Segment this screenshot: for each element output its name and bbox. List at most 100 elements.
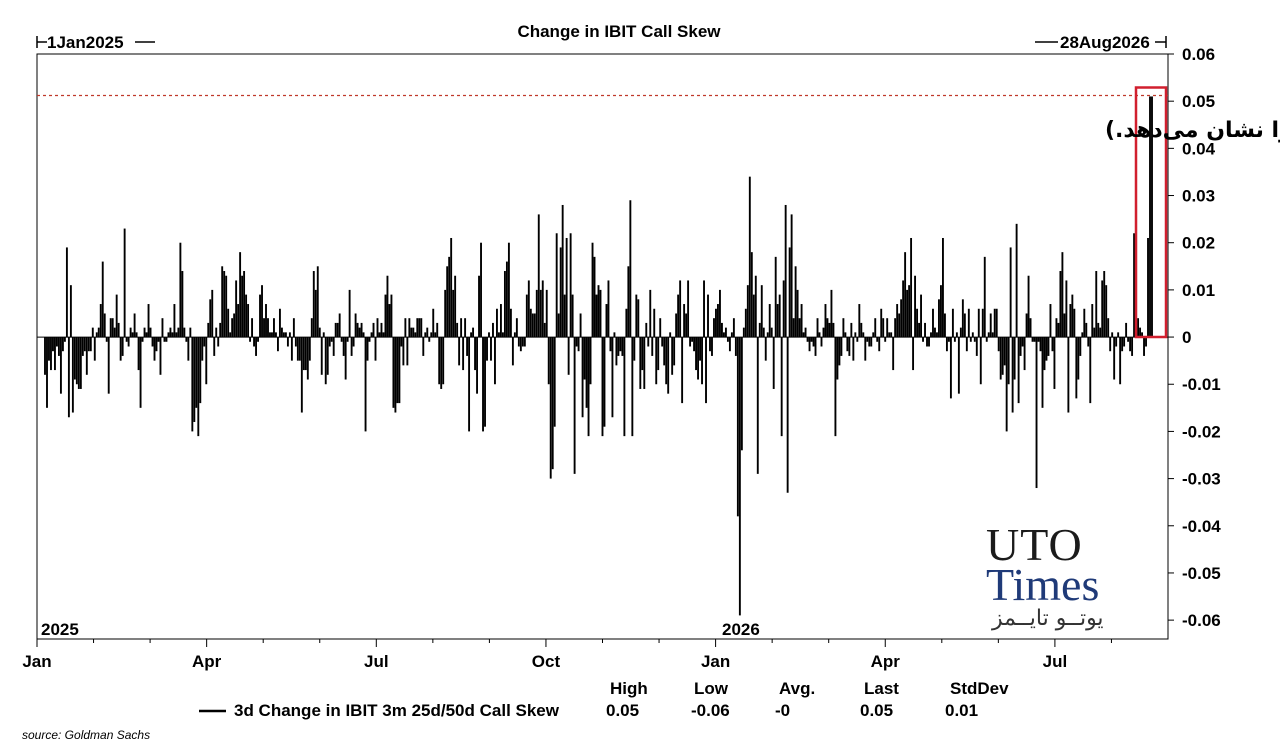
bar [1103, 271, 1106, 338]
bar [1051, 337, 1054, 352]
bar [456, 322, 459, 338]
bar [263, 318, 265, 338]
bar [932, 308, 934, 338]
bar [607, 280, 610, 338]
bar [358, 327, 361, 338]
bar [348, 289, 351, 338]
bar [151, 337, 154, 347]
bar [669, 332, 672, 338]
bar [360, 322, 363, 338]
bar [1059, 271, 1062, 338]
bar [928, 337, 930, 347]
bar [48, 337, 50, 361]
bar [802, 332, 805, 338]
bar [125, 337, 128, 342]
x-tick-label: Oct [532, 652, 561, 671]
bar [798, 318, 801, 338]
bar [133, 313, 136, 338]
bar [292, 318, 295, 338]
bar [462, 337, 465, 371]
bar [1035, 337, 1038, 489]
bar [1061, 252, 1064, 338]
bar [119, 337, 122, 361]
bar [762, 327, 765, 338]
bar [934, 327, 936, 338]
bar [645, 322, 648, 338]
bar [770, 327, 773, 338]
bar [557, 313, 560, 338]
bar [1107, 318, 1110, 338]
bar [257, 337, 259, 342]
bar [868, 337, 871, 347]
y-tick-label: -0.03 [1182, 470, 1221, 489]
bar [1021, 337, 1024, 347]
bar [290, 337, 293, 361]
bar [320, 337, 323, 375]
bar [499, 304, 502, 338]
bar [1127, 337, 1130, 342]
bar [603, 337, 606, 427]
bar [836, 337, 839, 380]
range-indicator-end: 28Aug2026 [1035, 33, 1167, 52]
bar [695, 337, 697, 371]
bar [65, 247, 68, 338]
bar [193, 337, 196, 422]
bar [364, 337, 367, 432]
bar [342, 337, 345, 356]
bar [657, 337, 660, 371]
stats-value-last: 0.05 [860, 701, 894, 720]
range-start-label: 1Jan2025 [47, 33, 124, 52]
bar [1045, 337, 1048, 361]
bar [673, 337, 676, 366]
bar [63, 337, 66, 342]
bar [426, 327, 429, 338]
bar [726, 337, 729, 342]
bar [468, 337, 471, 432]
bar [81, 337, 84, 356]
bar [764, 337, 767, 361]
bar [221, 266, 224, 338]
bar [699, 337, 701, 361]
bar [69, 285, 72, 338]
bar [306, 337, 309, 380]
bar [910, 237, 913, 338]
bar [703, 280, 705, 338]
bar [549, 337, 552, 479]
bar [677, 294, 680, 338]
bar [595, 294, 598, 338]
bar [225, 275, 228, 338]
bar [850, 322, 853, 338]
bar [1137, 318, 1140, 338]
bar [99, 304, 102, 338]
bar [844, 332, 847, 338]
bar [1151, 96, 1153, 338]
x-tick-label: Jan [701, 652, 730, 671]
bar [734, 337, 737, 356]
bar [1093, 327, 1096, 338]
bar [173, 304, 176, 338]
bar [547, 337, 550, 385]
bar [231, 318, 234, 338]
bar [185, 337, 188, 342]
bar [637, 299, 640, 338]
bar [997, 337, 1000, 352]
bar [615, 337, 618, 366]
bar [533, 313, 536, 338]
bar [914, 275, 917, 338]
bar [280, 327, 283, 338]
stats-header-stddev: StdDev [950, 679, 1009, 698]
bar [730, 332, 733, 338]
bar [1141, 332, 1143, 338]
bar [635, 294, 638, 338]
bar [840, 337, 843, 356]
bar [736, 337, 739, 517]
bar [794, 266, 797, 338]
bar [728, 337, 731, 352]
bar [1087, 337, 1090, 347]
bar [856, 337, 859, 342]
bar [169, 327, 172, 338]
bar [460, 318, 463, 338]
bar [659, 318, 662, 338]
bar [900, 299, 903, 338]
bar [71, 337, 74, 413]
